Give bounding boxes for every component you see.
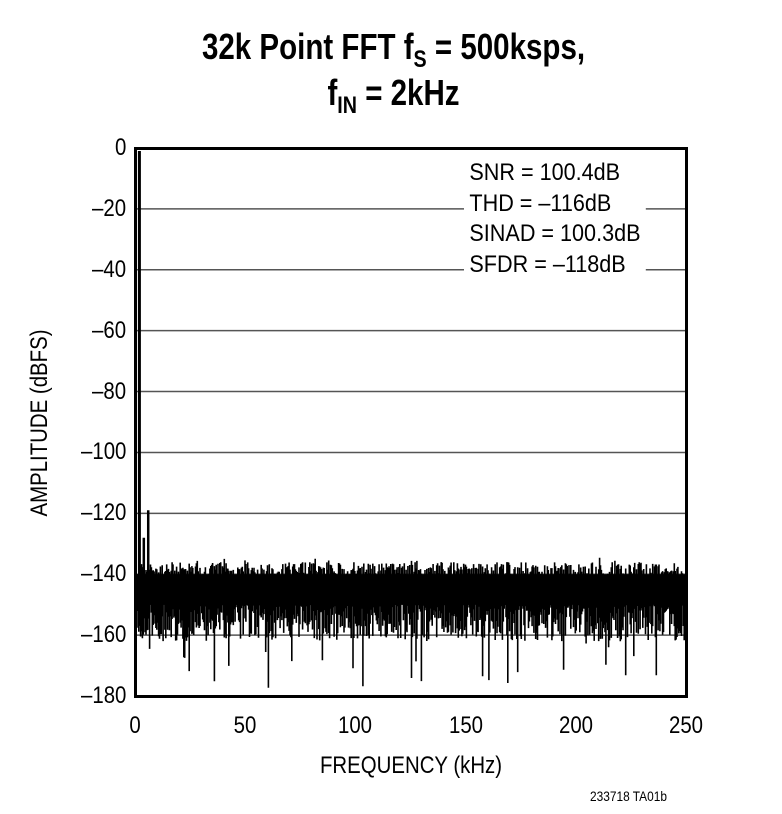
y-axis-label: AMPLITUDE (dBFS) [26, 329, 53, 517]
snr-stat: SNR = 100.4dB [469, 159, 621, 186]
y-tick-label: 0 [114, 134, 126, 161]
y-tick-label: –180 [80, 682, 126, 709]
x-tick-label: 200 [558, 712, 593, 739]
fft-trace [136, 151, 685, 688]
x-axis-label: FREQUENCY (kHz) [319, 752, 503, 779]
sfdr-stat: SFDR = –118dB [469, 250, 626, 278]
y-tick-label: –60 [91, 316, 126, 344]
figure-code: 233718 TA01b [590, 788, 667, 804]
y-tick-label: –80 [91, 377, 126, 405]
y-tick-label: –20 [91, 194, 126, 222]
y-tick-label: –160 [80, 621, 126, 649]
stats-annotation: SNR = 100.4dB THD = –116dB SINAD = 100.3… [464, 158, 646, 280]
x-tick-label: 100 [338, 712, 373, 739]
x-tick-label: 150 [448, 712, 483, 739]
chart-title-line1: 32k Point FFT fS = 500ksps, [201, 26, 586, 73]
thd-stat: THD = –116dB [469, 189, 612, 217]
y-tick-label: –100 [80, 438, 126, 466]
x-tick-label: 50 [233, 712, 257, 739]
y-tick-label: –40 [91, 255, 126, 283]
x-tick-label: 0 [129, 712, 141, 739]
y-tick-label: –140 [80, 560, 126, 588]
x-tick-label: 250 [668, 712, 704, 739]
sinad-stat: SINAD = 100.3dB [469, 220, 641, 247]
chart-title-line2: fIN = 2kHz [327, 72, 460, 119]
y-tick-label: –120 [80, 499, 126, 527]
